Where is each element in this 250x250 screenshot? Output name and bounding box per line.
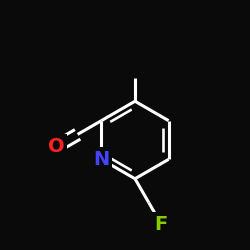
Text: F: F bbox=[155, 215, 168, 234]
Text: O: O bbox=[48, 138, 64, 156]
Text: N: N bbox=[93, 150, 110, 169]
